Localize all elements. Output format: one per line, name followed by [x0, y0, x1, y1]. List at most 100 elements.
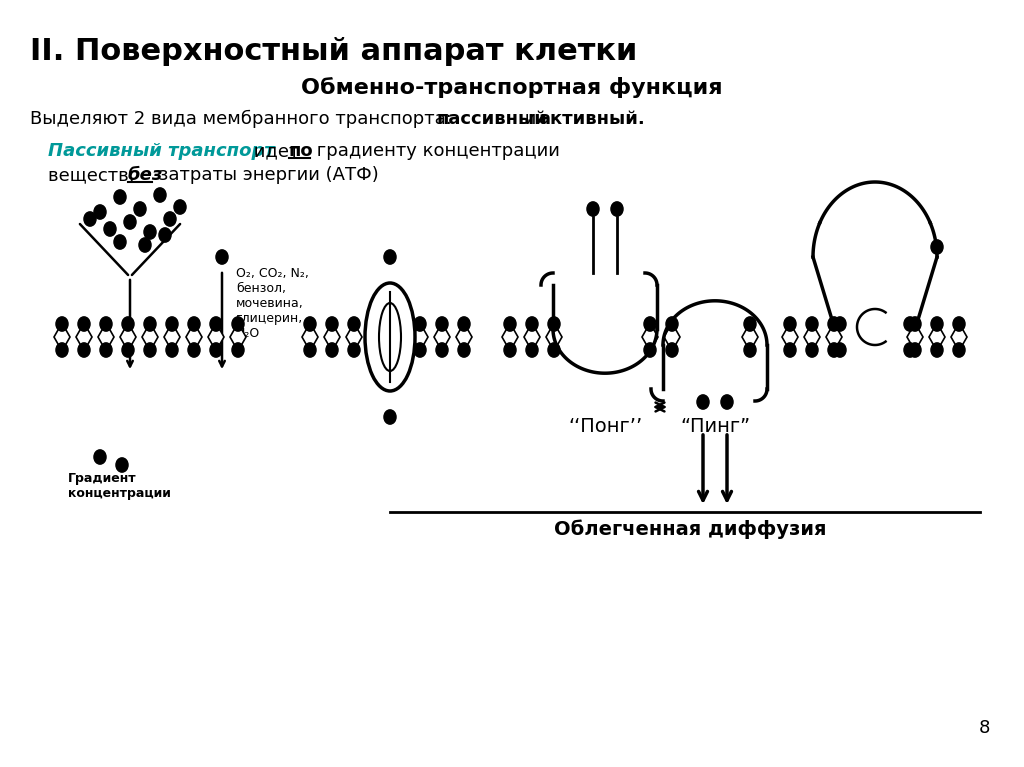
Polygon shape [186, 323, 202, 351]
Ellipse shape [210, 343, 222, 357]
Ellipse shape [144, 317, 156, 331]
Ellipse shape [806, 317, 818, 331]
Ellipse shape [122, 317, 134, 331]
Ellipse shape [365, 283, 415, 391]
Ellipse shape [504, 317, 516, 331]
Ellipse shape [84, 212, 96, 226]
Ellipse shape [188, 317, 200, 331]
Ellipse shape [526, 343, 538, 357]
Text: по: по [289, 142, 313, 160]
Ellipse shape [188, 343, 200, 357]
Ellipse shape [139, 238, 152, 252]
Ellipse shape [587, 202, 599, 216]
Ellipse shape [666, 343, 678, 357]
Ellipse shape [216, 250, 228, 264]
Ellipse shape [326, 317, 338, 331]
Text: веществ,: веществ, [48, 166, 140, 184]
Ellipse shape [166, 317, 178, 331]
Ellipse shape [834, 317, 846, 331]
Ellipse shape [909, 343, 921, 357]
Text: идет: идет [248, 142, 305, 160]
Ellipse shape [744, 343, 756, 357]
Ellipse shape [828, 317, 840, 331]
Ellipse shape [78, 343, 90, 357]
Ellipse shape [114, 190, 126, 204]
Ellipse shape [104, 222, 116, 236]
Ellipse shape [144, 225, 156, 239]
Ellipse shape [154, 188, 166, 202]
Ellipse shape [210, 317, 222, 331]
Ellipse shape [526, 317, 538, 331]
Ellipse shape [100, 317, 112, 331]
Polygon shape [502, 323, 518, 351]
Ellipse shape [414, 317, 426, 331]
Ellipse shape [666, 317, 678, 331]
Ellipse shape [458, 343, 470, 357]
Text: и: и [519, 110, 542, 128]
Ellipse shape [697, 395, 709, 409]
Text: “Пинг”: “Пинг” [680, 417, 750, 436]
Ellipse shape [384, 410, 396, 424]
Text: без: без [128, 166, 164, 184]
Polygon shape [524, 323, 540, 351]
Polygon shape [546, 323, 562, 351]
Ellipse shape [909, 317, 921, 331]
Ellipse shape [379, 303, 401, 371]
Polygon shape [120, 323, 136, 351]
Ellipse shape [166, 343, 178, 357]
Ellipse shape [548, 317, 560, 331]
Polygon shape [742, 323, 758, 351]
Ellipse shape [904, 317, 916, 331]
Ellipse shape [78, 317, 90, 331]
Text: Пассивный транспорт: Пассивный транспорт [48, 142, 274, 160]
Polygon shape [907, 323, 923, 351]
Ellipse shape [348, 343, 360, 357]
Ellipse shape [644, 343, 656, 357]
Text: Выделяют 2 вида мембранного транспорта:: Выделяют 2 вида мембранного транспорта: [30, 110, 458, 128]
Ellipse shape [348, 317, 360, 331]
Polygon shape [929, 323, 945, 351]
Polygon shape [208, 323, 224, 351]
Ellipse shape [744, 317, 756, 331]
Ellipse shape [931, 240, 943, 254]
Ellipse shape [56, 343, 68, 357]
Text: активный.: активный. [538, 110, 645, 128]
Ellipse shape [114, 235, 126, 249]
Ellipse shape [94, 450, 106, 464]
Ellipse shape [458, 317, 470, 331]
Ellipse shape [124, 215, 136, 229]
Ellipse shape [232, 317, 244, 331]
Ellipse shape [164, 212, 176, 226]
Polygon shape [54, 323, 70, 351]
Polygon shape [164, 323, 180, 351]
Ellipse shape [548, 343, 560, 357]
Polygon shape [456, 323, 472, 351]
Ellipse shape [931, 343, 943, 357]
Text: Обменно-транспортная функция: Обменно-транспортная функция [301, 77, 723, 98]
Ellipse shape [159, 228, 171, 242]
Ellipse shape [784, 343, 796, 357]
Text: Градиент
концентрации: Градиент концентрации [68, 472, 171, 500]
Text: O₂, CO₂, N₂,
бензол,
мочевина,
глицерин,
H₂O: O₂, CO₂, N₂, бензол, мочевина, глицерин,… [236, 267, 309, 340]
Ellipse shape [504, 343, 516, 357]
Ellipse shape [953, 343, 965, 357]
Ellipse shape [326, 343, 338, 357]
Polygon shape [302, 323, 318, 351]
Ellipse shape [784, 317, 796, 331]
Ellipse shape [304, 317, 316, 331]
Polygon shape [664, 323, 680, 351]
Ellipse shape [953, 317, 965, 331]
Ellipse shape [174, 200, 186, 214]
Ellipse shape [834, 343, 846, 357]
Text: II. Поверхностный аппарат клетки: II. Поверхностный аппарат клетки [30, 37, 637, 66]
Text: градиенту концентрации: градиенту концентрации [311, 142, 560, 160]
Polygon shape [230, 323, 246, 351]
Ellipse shape [144, 343, 156, 357]
Ellipse shape [806, 343, 818, 357]
Text: затраты энергии (АТФ): затраты энергии (АТФ) [153, 166, 379, 184]
Polygon shape [324, 323, 340, 351]
Ellipse shape [414, 343, 426, 357]
Polygon shape [346, 323, 362, 351]
Ellipse shape [384, 250, 396, 264]
Ellipse shape [304, 343, 316, 357]
